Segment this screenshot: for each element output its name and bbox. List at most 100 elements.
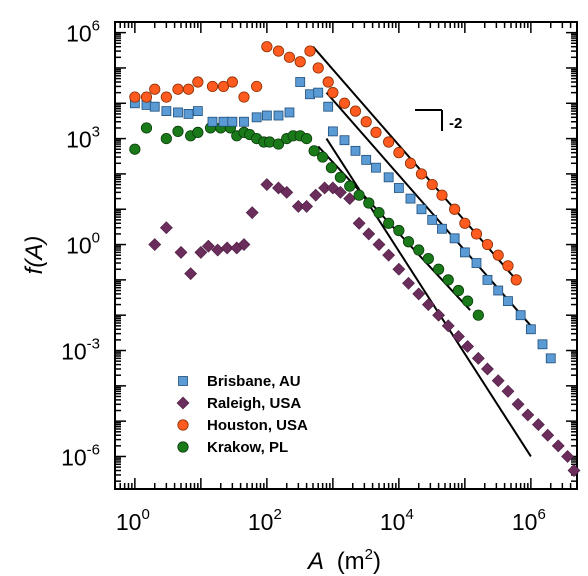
data-point: [393, 147, 405, 159]
data-point: [317, 151, 329, 163]
data-point: [148, 238, 162, 251]
y-tick-label-exponent: 0: [92, 230, 100, 247]
data-point: [226, 76, 238, 88]
y-tick-label-exponent: -3: [87, 336, 100, 353]
data-point: [280, 185, 294, 199]
data-point: [441, 319, 455, 333]
data-point: [482, 274, 493, 285]
y-tick-label-exponent: 3: [92, 124, 100, 141]
data-point: [422, 253, 434, 265]
data-point: [461, 340, 475, 353]
data-point: [472, 309, 484, 321]
data-point: [412, 287, 426, 301]
data-points: [129, 41, 581, 477]
legend-label: Brisbane, AU: [207, 373, 301, 390]
data-point: [350, 145, 361, 156]
data-point: [442, 274, 454, 286]
x-tick-label-base: 10: [248, 509, 274, 535]
data-point: [393, 183, 404, 193]
series-krakow-pl: [129, 122, 484, 321]
data-point: [531, 418, 545, 432]
data-point: [511, 397, 525, 411]
x-tick-label: 104: [380, 506, 414, 535]
data-point: [309, 188, 323, 202]
y-tick-label-base: 10: [61, 444, 87, 470]
x-tick-label-base: 10: [512, 509, 538, 535]
data-point: [344, 180, 356, 192]
legend-label: Krakow, PL: [207, 439, 288, 456]
data-point: [149, 101, 160, 112]
data-point: [173, 107, 183, 118]
data-point: [510, 274, 522, 286]
data-point: [349, 105, 362, 117]
y-tick-label-exponent: 6: [92, 18, 100, 35]
data-point: [432, 308, 446, 322]
x-axis-title: A (m2): [306, 546, 381, 575]
data-point: [402, 276, 415, 290]
data-point: [452, 330, 465, 343]
data-point: [294, 56, 306, 68]
legend-marker: [177, 441, 189, 453]
data-point: [449, 233, 460, 244]
slope-label: -2: [449, 115, 462, 132]
data-point: [471, 351, 485, 365]
data-point: [551, 439, 565, 453]
legend: Brisbane, AU Raleigh, USA Houston, USA Krak…: [176, 373, 308, 456]
data-point: [272, 45, 285, 57]
data-point: [493, 285, 504, 296]
data-point: [515, 310, 526, 321]
data-point: [325, 162, 337, 174]
data-point: [261, 110, 272, 121]
data-point: [201, 239, 215, 253]
data-point: [382, 248, 396, 262]
legend-label: Raleigh, USA: [207, 395, 301, 412]
data-point: [327, 87, 339, 99]
data-point: [436, 189, 448, 201]
y-tick-label: 10-3: [61, 336, 100, 365]
data-point: [360, 116, 372, 128]
data-point: [192, 106, 203, 117]
data-point: [353, 189, 365, 201]
data-point: [295, 77, 306, 87]
data-point: [300, 200, 314, 213]
data-point: [426, 178, 438, 191]
data-point: [313, 87, 324, 98]
x-tick-label-base: 10: [116, 509, 142, 535]
data-point: [260, 178, 274, 191]
data-point: [284, 107, 295, 118]
data-point: [471, 258, 482, 268]
data-point: [312, 62, 324, 74]
data-point: [521, 408, 535, 422]
data-point: [217, 80, 230, 93]
data-point: [415, 168, 428, 180]
data-point: [183, 109, 194, 119]
data-point: [372, 238, 386, 251]
y-tick-label-base: 10: [66, 233, 92, 259]
y-tick-label-base: 10: [61, 339, 87, 365]
data-point: [172, 125, 184, 137]
data-point: [172, 83, 184, 95]
x-tick-label-base: 10: [380, 509, 406, 535]
data-point: [501, 384, 515, 398]
data-point: [304, 45, 316, 57]
data-point: [160, 132, 172, 145]
data-point: [459, 247, 470, 258]
data-point: [392, 262, 406, 276]
data-point: [362, 227, 376, 241]
y-tick-label-exponent: -6: [87, 441, 100, 458]
data-point: [305, 89, 315, 100]
legend-label: Houston, USA: [207, 417, 308, 434]
y-tick-label-base: 10: [66, 21, 92, 47]
data-point: [129, 91, 141, 103]
data-point: [449, 203, 461, 215]
data-point: [273, 110, 284, 121]
data-point: [492, 249, 504, 261]
data-point: [206, 80, 219, 93]
series-houston-usa: [129, 41, 522, 286]
data-point: [149, 83, 161, 95]
x-axis-unit-close: ): [373, 548, 381, 575]
series-brisbane-au: [129, 77, 556, 364]
data-point: [361, 154, 372, 165]
data-point: [227, 116, 238, 127]
